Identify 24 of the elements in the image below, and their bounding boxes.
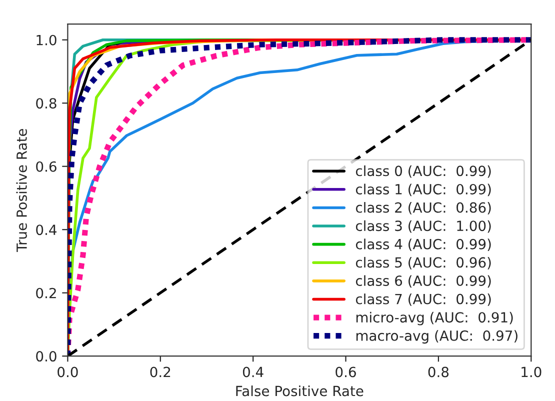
legend-label: micro-avg (AUC: 0.91) <box>356 312 513 326</box>
y-axis-title: True Positive Rate <box>16 128 27 252</box>
legend-label: class 0 (AUC: 0.99) <box>356 165 491 178</box>
x-tick-label: 0.4 <box>242 366 264 378</box>
legend-label: class 1 (AUC: 0.99) <box>356 184 491 196</box>
legend-label: class 3 (AUC: 1.00) <box>356 220 491 233</box>
y-tick-label: 0.2 <box>36 288 56 298</box>
y-tick-label: 0.0 <box>36 351 56 362</box>
x-tick-label: 0.2 <box>150 366 170 378</box>
legend-label: class 4 (AUC: 0.99) <box>356 238 491 252</box>
legend-label: macro-avg (AUC: 0.97) <box>356 330 518 344</box>
legend-label: class 6 (AUC: 0.99) <box>356 275 491 288</box>
x-tick-label: 0.6 <box>336 366 356 378</box>
legend-label: class 5 (AUC: 0.96) <box>356 256 491 270</box>
legend-label: class 2 (AUC: 0.86) <box>356 202 491 214</box>
x-tick-label: 0.0 <box>58 366 78 378</box>
legend-label: class 7 (AUC: 0.99) <box>356 294 491 306</box>
y-tick-label: 0.6 <box>36 161 56 172</box>
x-tick-label: 0.8 <box>428 366 449 378</box>
x-tick-label: 1.0 <box>522 366 542 378</box>
y-tick-label: 1.0 <box>36 34 56 46</box>
y-tick-label: 0.8 <box>36 98 56 109</box>
y-tick-label: 0.4 <box>36 224 57 236</box>
x-axis-title: False Positive Rate <box>236 386 364 396</box>
